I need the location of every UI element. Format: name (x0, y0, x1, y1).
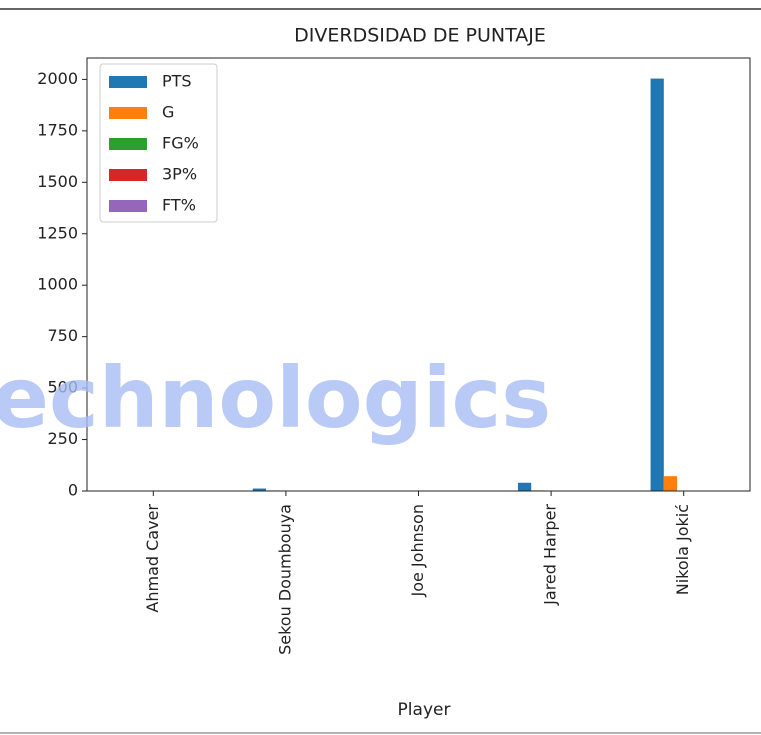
x-tick-label: Nikola Jokić (673, 504, 692, 595)
legend-swatch (109, 138, 147, 150)
y-tick-label: 250 (47, 429, 78, 448)
legend-label: FT% (162, 196, 196, 215)
y-tick-label: 1000 (37, 275, 78, 294)
bar (517, 482, 532, 491)
legend-swatch (109, 169, 147, 181)
y-tick-label: 0 (68, 481, 78, 500)
plot-frame (86, 57, 751, 492)
legend-swatch (109, 200, 147, 212)
bar (663, 476, 678, 491)
chart-title: DIVERDSIDAD DE PUNTAJE (294, 25, 546, 47)
y-tick-label: 2000 (37, 69, 78, 88)
legend: PTS G FG% 3P% FT% (99, 63, 218, 223)
x-tick-label: Jared Harper (541, 504, 560, 606)
y-tick-label: 1500 (37, 172, 78, 191)
y-tick-label: 1750 (37, 120, 78, 139)
x-tick-label: Joe Johnson (408, 504, 427, 598)
y-tick-label: 750 (47, 326, 78, 345)
legend-label: PTS (162, 72, 192, 91)
bar (650, 78, 664, 492)
legend-box (99, 63, 218, 223)
x-tick-label: Ahmad Caver (143, 504, 162, 613)
x-tick-label: Sekou Doumbouya (275, 504, 294, 655)
watermark: echnologics (0, 349, 551, 447)
legend-swatch (109, 107, 147, 119)
legend-swatch (109, 76, 147, 88)
y-tick-label: 1250 (37, 223, 78, 242)
legend-label: G (162, 103, 174, 122)
legend-label: FG% (162, 134, 199, 153)
x-axis-label: Player (398, 700, 451, 720)
legend-label: 3P% (162, 165, 197, 184)
y-tick-label: 500 (47, 378, 78, 397)
bar (252, 488, 267, 491)
